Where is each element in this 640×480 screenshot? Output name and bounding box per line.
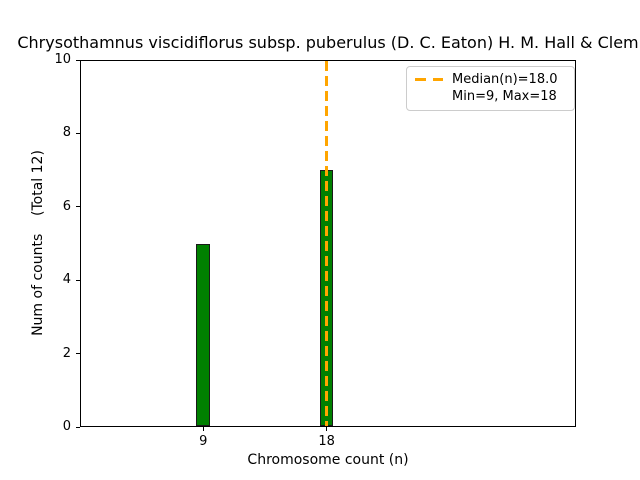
x-tick-label: 18	[318, 434, 335, 449]
y-tick-label: 2	[62, 345, 71, 361]
median-line	[325, 61, 329, 426]
legend-entry-minmax: Min=9, Max=18	[415, 88, 566, 105]
legend-label-median: Median(n)=18.0	[452, 72, 558, 87]
y-tick-mark	[76, 206, 80, 208]
x-tick-label: 9	[199, 434, 208, 449]
y-tick-label: 4	[62, 272, 71, 288]
y-tick-label: 0	[62, 419, 71, 434]
y-tick-mark	[76, 426, 80, 428]
x-tick-mark	[202, 427, 204, 431]
x-axis-label: Chromosome count (n)	[247, 452, 409, 468]
legend: Median(n)=18.0 Min=9, Max=18	[406, 66, 575, 111]
y-tick-mark	[76, 132, 80, 134]
y-tick-label: 6	[62, 198, 71, 214]
legend-entry-median: Median(n)=18.0	[415, 71, 566, 88]
y-tick-label: 8	[62, 125, 71, 141]
x-tick-mark	[326, 427, 328, 431]
y-axis-label: Num of counts (Total 12)	[30, 150, 46, 336]
y-tick-mark	[76, 279, 80, 281]
y-tick-label: 10	[54, 52, 71, 67]
median-dash-swatch-icon	[415, 78, 443, 81]
legend-swatch-spacer	[415, 95, 443, 98]
y-tick-mark	[76, 353, 80, 355]
y-tick-mark	[76, 59, 80, 61]
chart-title: Chrysothamnus viscidiflorus subsp. puber…	[17, 33, 639, 52]
legend-label-minmax: Min=9, Max=18	[452, 89, 557, 104]
bar	[196, 243, 211, 426]
